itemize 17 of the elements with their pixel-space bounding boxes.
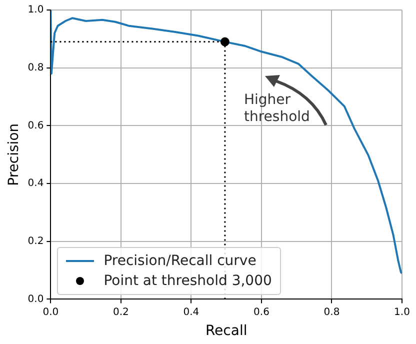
- y-tick-label: 0.2: [28, 236, 44, 247]
- y-tick-label: 1.0: [28, 4, 44, 16]
- annotation: Higher threshold: [244, 92, 310, 126]
- legend-label: Point at threshold 3,000: [104, 273, 272, 290]
- x-tick-label: 0.2: [113, 306, 129, 318]
- legend-label: Precision/Recall curve: [104, 253, 256, 270]
- y-tick-label: 0.6: [28, 120, 44, 132]
- y-tick-label: 0.4: [28, 178, 44, 190]
- y-axis-title: Precision: [6, 123, 22, 186]
- y-tick-label: 0.8: [28, 62, 44, 74]
- x-tick-label: 1.0: [394, 306, 410, 318]
- x-tick-label: 0.0: [42, 306, 59, 318]
- x-tick-label: 0.4: [183, 306, 200, 318]
- x-tick-label: 0.8: [324, 306, 340, 318]
- x-tick-label: 0.6: [254, 306, 270, 318]
- y-tick-label: 0.0: [28, 294, 44, 305]
- x-axis-title: Recall: [205, 323, 248, 340]
